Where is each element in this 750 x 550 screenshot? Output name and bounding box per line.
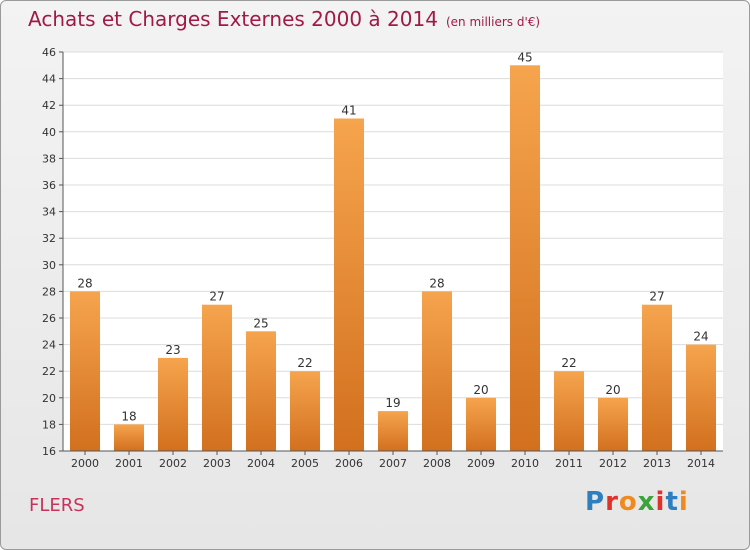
y-tick-label: 28 (42, 285, 56, 298)
x-tick-label: 2008 (423, 457, 451, 470)
bar-value-label: 28 (77, 276, 92, 290)
bar-value-label: 41 (341, 104, 356, 118)
logo-letter: r (605, 487, 619, 517)
y-tick-label: 22 (42, 365, 56, 378)
y-tick-label: 40 (42, 126, 56, 139)
logo-letter: t (665, 487, 679, 517)
bar (334, 118, 364, 451)
x-tick-label: 2001 (115, 457, 143, 470)
chart-subtitle: (en milliers d'€) (445, 15, 541, 29)
y-tick-label: 20 (42, 392, 56, 405)
bar (510, 65, 540, 452)
x-tick-label: 2005 (291, 457, 319, 470)
bar (290, 371, 320, 451)
logo-letter: o (618, 487, 638, 517)
logo-letter: i (655, 487, 666, 517)
proxiti-logo: Proxiti (585, 487, 689, 517)
y-tick-label: 30 (42, 259, 56, 272)
bar-value-label: 24 (693, 330, 708, 344)
bar-value-label: 19 (385, 396, 400, 410)
bars: 28 18 23 27 25 22 41 19 28 20 45 22 20 27 24 (70, 50, 716, 452)
x-tick-label: 2010 (511, 457, 539, 470)
x-tick-label: 2007 (379, 457, 407, 470)
bar-value-label: 22 (561, 356, 576, 370)
y-tick-label: 44 (42, 73, 56, 86)
bar-value-label: 22 (297, 356, 312, 370)
bar-value-label: 27 (209, 290, 224, 304)
bar (114, 424, 144, 451)
bar (158, 357, 188, 451)
bar-value-label: 27 (649, 290, 664, 304)
logo-letter: i (678, 487, 689, 517)
bar-value-label: 18 (121, 409, 136, 423)
bar (598, 397, 628, 451)
logo-letter: x (637, 487, 656, 517)
x-tick-label: 2003 (203, 457, 231, 470)
x-tick-label: 2004 (247, 457, 275, 470)
y-tick-label: 16 (42, 445, 56, 458)
bar (202, 304, 232, 451)
bar (378, 411, 408, 451)
x-tick-label: 2000 (71, 457, 99, 470)
bar (686, 344, 716, 451)
y-tick-label: 26 (42, 312, 56, 325)
bar-value-label: 23 (165, 343, 180, 357)
x-tick-label: 2013 (643, 457, 671, 470)
y-tick-label: 32 (42, 232, 56, 245)
y-tick-label: 38 (42, 152, 56, 165)
y-tick-label: 42 (42, 99, 56, 112)
logo-letter: P (585, 487, 606, 517)
bar-value-label: 45 (517, 50, 532, 64)
bar-value-label: 20 (605, 383, 620, 397)
bar (554, 371, 584, 451)
grid-lines (63, 51, 723, 452)
bar-value-label: 25 (253, 316, 268, 330)
y-tick-label: 46 (42, 46, 56, 59)
x-tick-label: 2014 (687, 457, 715, 470)
bar (422, 291, 452, 451)
y-tick-label: 18 (42, 418, 56, 431)
bar-value-label: 28 (429, 276, 444, 290)
y-tick-label: 34 (42, 206, 56, 219)
y-tick-label: 36 (42, 179, 56, 192)
x-tick-label: 2012 (599, 457, 627, 470)
bar (246, 331, 276, 451)
title-text: Achats et Charges Externes 2000 à 2014 (28, 7, 438, 31)
y-tick-label: 24 (42, 339, 56, 352)
x-tick-label: 2009 (467, 457, 495, 470)
bar (466, 397, 496, 451)
x-tick-label: 2006 (335, 457, 363, 470)
chart-title: Achats et Charges Externes 2000 à 2014 (e… (28, 7, 540, 31)
bar-value-label: 20 (473, 383, 488, 397)
x-tick-label: 2002 (159, 457, 187, 470)
x-axis: 2000 2001 2002 2003 2004 2005 2006 2007 2008 2009… (63, 450, 723, 470)
x-tick-label: 2011 (555, 457, 583, 470)
bar (642, 304, 672, 451)
y-axis: 16 18 20 22 24 26 28 30 32 34 36 38 40 42 44 46 (42, 46, 64, 458)
city-name: FLERS (29, 495, 85, 516)
bar (70, 291, 100, 451)
